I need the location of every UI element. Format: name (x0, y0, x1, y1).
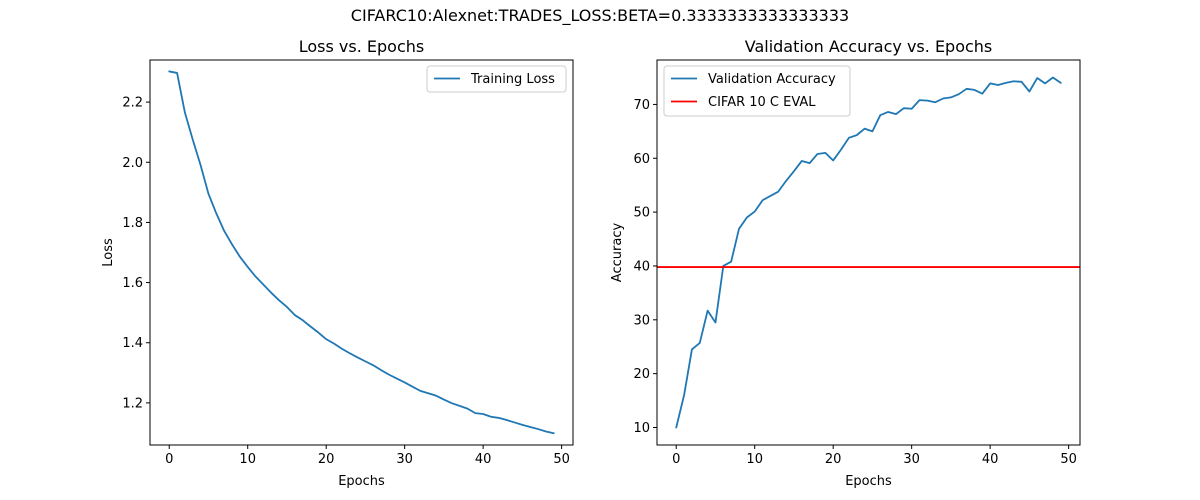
x-tick-label: 10 (746, 452, 763, 467)
legend-box (663, 65, 851, 117)
y-tick-label: 60 (633, 152, 650, 167)
legend-box (426, 65, 567, 93)
legend: Training Loss (426, 65, 567, 93)
y-tick-label: 1.8 (122, 216, 143, 231)
y-tick-label: 2.0 (122, 156, 143, 171)
x-tick-label: 30 (903, 452, 920, 467)
legend: Validation Accuracy CIFAR 10 C EVAL (663, 65, 851, 117)
y-axis-label: Loss (101, 238, 116, 267)
x-tick-label: 10 (239, 452, 256, 467)
y-tick-label: 20 (633, 367, 650, 382)
y-tick-label: 50 (633, 206, 650, 221)
x-tick-label: 20 (318, 452, 335, 467)
x-tick-label: 30 (396, 452, 413, 467)
accuracy-plot: Validation Accuracy vs. Epochs 0 10 20 30 40 5… (610, 37, 1081, 489)
y-axis-label: Accuracy (610, 223, 625, 283)
loss-plot: Loss vs. Epochs 0 10 20 30 40 50 1.2 1.4 1.6 1.8 2.… (101, 37, 574, 489)
y-tick-label: 40 (633, 259, 650, 274)
x-tick-label: 0 (672, 452, 680, 467)
y-tick-label: 10 (633, 421, 650, 436)
x-tick-label: 40 (982, 452, 999, 467)
y-tick-label: 1.6 (122, 276, 143, 291)
x-tick-label: 50 (1060, 452, 1077, 467)
x-tick-label: 50 (553, 452, 570, 467)
legend-label-0: Validation Accuracy (708, 72, 836, 87)
legend-label-0: Training Loss (470, 72, 555, 87)
y-tick-label: 70 (633, 98, 650, 113)
axes-frame (149, 59, 574, 446)
axes-frame (656, 59, 1081, 446)
series-line-0 (168, 70, 555, 435)
series-line-0 (675, 76, 1062, 429)
plot-title: Loss vs. Epochs (299, 37, 424, 56)
x-tick-label: 40 (475, 452, 492, 467)
x-tick-label: 0 (165, 452, 173, 467)
y-tick-label: 1.2 (122, 396, 143, 411)
legend-label-1: CIFAR 10 C EVAL (708, 95, 816, 110)
figure-suptitle: CIFARC10:Alexnet:TRADES_LOSS:BETA=0.3333… (350, 6, 850, 25)
y-tick-label: 1.4 (122, 336, 143, 351)
x-tick-label: 20 (825, 452, 842, 467)
plot-title: Validation Accuracy vs. Epochs (745, 37, 993, 56)
x-axis-label: Epochs (845, 474, 892, 489)
y-tick-label: 2.2 (122, 96, 143, 111)
y-tick-label: 30 (633, 313, 650, 328)
x-axis-label: Epochs (338, 474, 385, 489)
